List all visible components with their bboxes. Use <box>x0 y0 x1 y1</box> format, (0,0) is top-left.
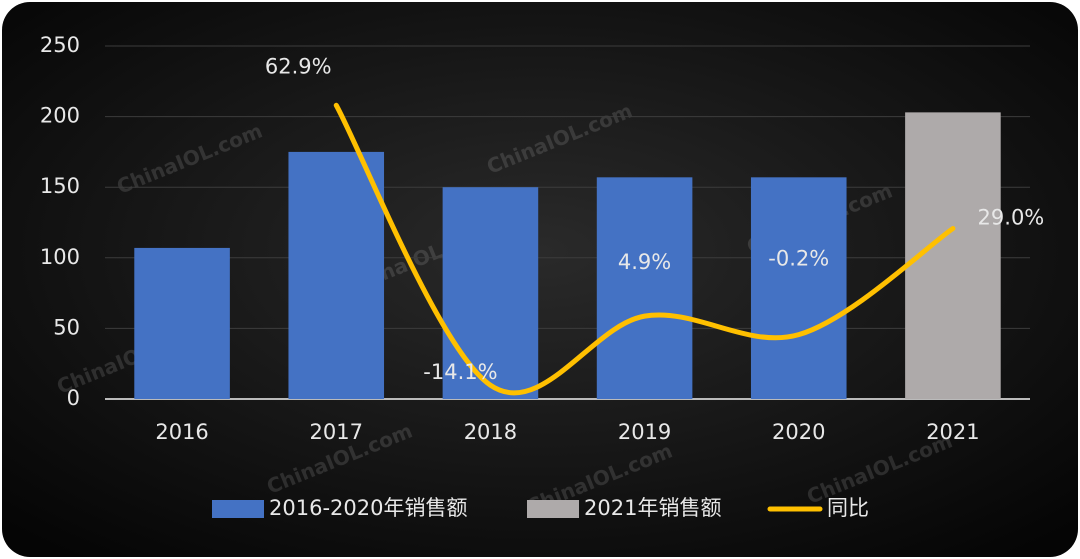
x-tick-label: 2019 <box>618 420 671 444</box>
line <box>333 102 956 396</box>
x-tick-label: 2016 <box>155 420 208 444</box>
bar <box>750 177 847 399</box>
legend-label: 2016-2020年销售额 <box>269 496 467 520</box>
bar <box>134 247 230 399</box>
x-tick-label: 2017 <box>310 420 363 444</box>
bar <box>288 151 385 399</box>
legend-label: 2021年销售额 <box>584 496 721 520</box>
y-tick-label: 200 <box>40 104 80 128</box>
legend-swatch <box>212 500 264 518</box>
y-tick-label: 250 <box>40 33 80 57</box>
x-tick-label: 2018 <box>464 420 517 444</box>
data-label: 4.9% <box>618 250 671 274</box>
data-label: 62.9% <box>265 54 332 78</box>
data-label: -14.1% <box>423 360 497 384</box>
x-tick-label: 2020 <box>772 420 825 444</box>
bar <box>596 177 693 399</box>
legend-swatch <box>527 500 579 518</box>
y-tick-label: 0 <box>67 386 80 410</box>
y-tick-label: 50 <box>53 315 80 339</box>
legend-label: 同比 <box>827 496 869 520</box>
bar <box>442 187 539 399</box>
y-tick-label: 100 <box>40 245 80 269</box>
data-label: 29.0% <box>978 205 1045 229</box>
x-tick-label: 2021 <box>926 420 979 444</box>
y-tick-label: 150 <box>40 174 80 198</box>
data-label: -0.2% <box>768 247 829 271</box>
